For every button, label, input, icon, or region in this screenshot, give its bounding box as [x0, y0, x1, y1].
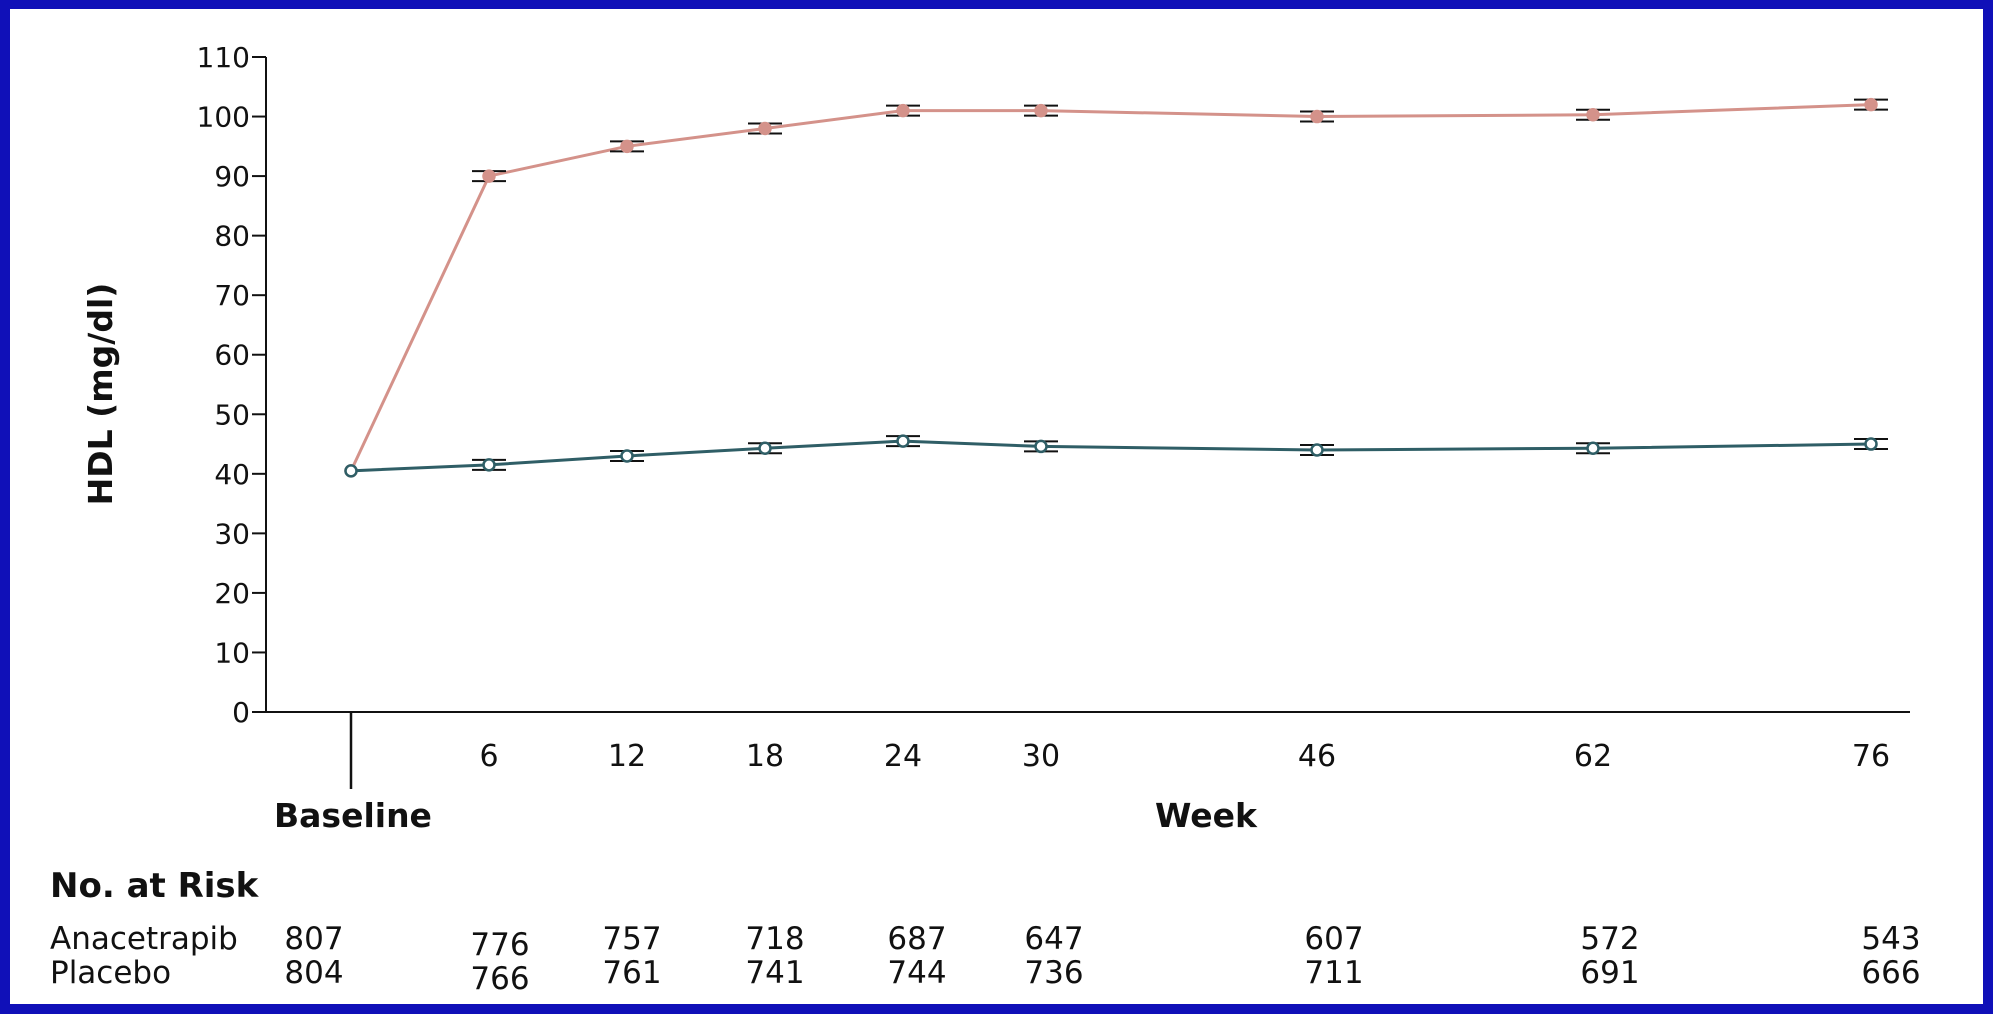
y-tick-label: 110 [197, 41, 250, 74]
data-point [1864, 437, 1878, 451]
risk-cell: 807 [284, 921, 343, 957]
risk-cell: 761 [602, 955, 661, 991]
x-tick-label: 46 [1298, 739, 1336, 774]
data-point [1310, 109, 1324, 124]
x-axis-ticks: Baseline 6 12 18 24 30 46 62 76 [274, 712, 1890, 835]
y-tick-label: 30 [214, 517, 250, 550]
series-line [349, 103, 1872, 472]
y-tick-label: 50 [214, 398, 250, 431]
risk-cell: 804 [284, 955, 343, 991]
y-axis-ticks: 0 10 20 30 40 50 60 70 80 90 100 110 [197, 41, 266, 729]
data-point [1034, 439, 1048, 454]
x-tick-label-baseline: Baseline [274, 796, 432, 835]
risk-row-label: Anacetrapib [50, 921, 238, 957]
data-point [1864, 97, 1878, 112]
chart-frame: 0 10 20 30 40 50 60 70 80 90 100 110 Baseline 6 12 18 2… [10, 9, 1983, 1004]
series-placebo [344, 434, 1888, 478]
risk-cell: 744 [887, 955, 946, 991]
data-point [896, 103, 910, 118]
x-tick-label: 24 [884, 739, 922, 774]
y-tick-label: 70 [214, 279, 250, 312]
data-point [482, 169, 496, 183]
x-tick-label: 62 [1574, 739, 1612, 774]
risk-cell: 666 [1861, 955, 1920, 991]
risk-cell: 757 [602, 921, 661, 957]
data-point [896, 434, 910, 448]
x-tick-label: 30 [1022, 739, 1060, 774]
x-tick-label: 76 [1852, 739, 1890, 774]
data-point [344, 464, 358, 478]
series-anacetrapib [344, 97, 1888, 478]
data-point [620, 139, 634, 154]
y-tick-label: 40 [214, 458, 250, 491]
hdl-line-chart: 0 10 20 30 40 50 60 70 80 90 100 110 Baseline 6 12 18 2… [50, 41, 1921, 997]
y-tick-label: 100 [197, 101, 250, 134]
data-point [620, 449, 634, 463]
series-layer [344, 97, 1888, 478]
y-tick-label: 80 [214, 220, 250, 253]
risk-table-title: No. at Risk [50, 866, 260, 906]
risk-cell: 736 [1024, 955, 1083, 991]
y-tick-label: 20 [214, 577, 250, 610]
y-tick-label: 10 [214, 636, 250, 669]
y-axis-title: HDL (mg/dl) [81, 283, 120, 506]
risk-cell: 572 [1580, 921, 1639, 957]
risk-cell: 543 [1861, 921, 1920, 957]
series-line [350, 439, 1872, 473]
risk-cell: 687 [887, 921, 946, 957]
axes [265, 57, 1910, 713]
y-tick-label: 90 [214, 160, 250, 193]
risk-cell: 766 [470, 961, 529, 997]
risk-cell: 607 [1304, 921, 1363, 957]
y-tick-label: 0 [232, 696, 250, 729]
x-tick-label: 12 [608, 739, 646, 774]
x-tick-label: 18 [746, 739, 784, 774]
y-tick-label: 60 [214, 339, 250, 372]
data-point [1586, 441, 1600, 455]
data-point [758, 121, 772, 136]
risk-cell: 647 [1024, 921, 1083, 957]
data-point [1586, 108, 1600, 122]
risk-cell: 741 [745, 955, 804, 991]
risk-cell: 691 [1580, 955, 1639, 991]
x-tick-label: 6 [479, 739, 498, 774]
x-axis-title: Week [1155, 796, 1258, 835]
risk-cell: 776 [470, 927, 529, 963]
data-point [1034, 103, 1048, 118]
risk-row-label: Placebo [50, 955, 171, 991]
risk-cell: 718 [745, 921, 804, 957]
risk-cell: 711 [1304, 955, 1363, 991]
data-point [482, 458, 496, 472]
data-point [1310, 443, 1324, 457]
data-point [758, 441, 772, 455]
risk-table: Anacetrapib 807 776 757 718 687 647 607 572 543 Pl… [50, 921, 1921, 997]
